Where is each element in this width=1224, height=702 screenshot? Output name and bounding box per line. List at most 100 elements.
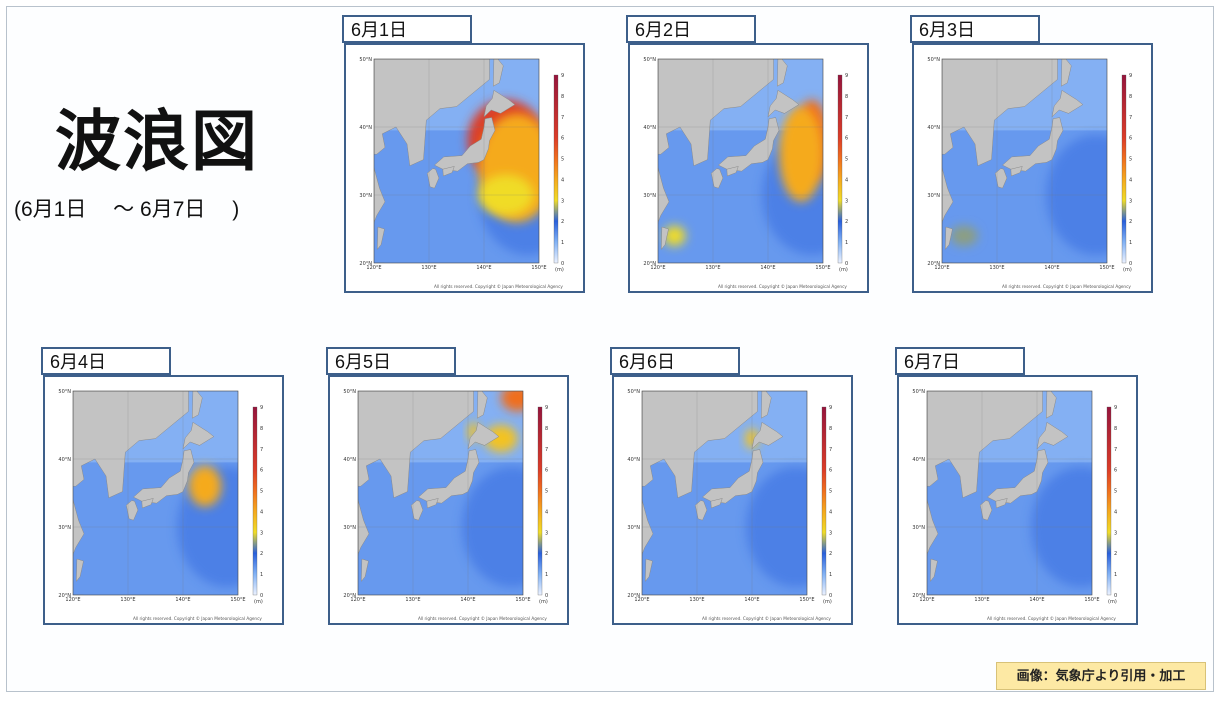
scale-tick: 7	[1114, 447, 1117, 453]
land-asia	[658, 59, 774, 167]
lat-label: 20°N	[927, 261, 940, 267]
scale-tick: 9	[845, 73, 848, 79]
map-area	[374, 59, 539, 263]
lat-label: 40°N	[627, 457, 640, 463]
lat-label: 30°N	[927, 193, 940, 199]
land-china	[942, 167, 954, 225]
scale-tick: 9	[1129, 73, 1132, 79]
color-scale	[537, 406, 543, 596]
lat-label: 40°N	[643, 125, 656, 131]
land-hokkaido	[751, 421, 784, 450]
land-hokkaido	[767, 89, 800, 118]
land-taiwan	[661, 226, 669, 251]
land-sakhalin	[477, 391, 488, 419]
land-kyushu	[711, 168, 724, 189]
lat-label: 20°N	[912, 593, 925, 599]
scale-tick: 2	[545, 551, 548, 557]
land-sakhalin	[777, 59, 788, 87]
scale-tick: 0	[260, 593, 263, 599]
scale-tick: 7	[829, 447, 832, 453]
lon-label: 130°E	[974, 597, 989, 603]
lon-label: 150°E	[531, 265, 546, 271]
scale-tick: 8	[545, 426, 548, 432]
scale-tick: 6	[1129, 136, 1132, 142]
land-china	[642, 499, 654, 557]
land-shikoku	[426, 498, 439, 509]
land-kyushu	[980, 500, 993, 521]
lon-label: 150°E	[515, 597, 530, 603]
color-scale	[837, 74, 843, 264]
lon-label: 150°E	[1084, 597, 1099, 603]
scale-tick: 9	[829, 405, 832, 411]
lat-label: 30°N	[359, 193, 372, 199]
land-asia	[73, 391, 189, 499]
scale-tick: 6	[561, 136, 564, 142]
wave-map: 50°N 40°N 30°N 20°N 120°E 130°E 140°E 150°E 9 8 7 6…	[912, 43, 1153, 293]
scale-unit: (m)	[539, 599, 548, 605]
lon-label: 140°E	[1029, 597, 1044, 603]
color-scale	[821, 406, 827, 596]
scale-tick: 8	[561, 94, 564, 100]
land-china	[358, 499, 370, 557]
land-shikoku	[1010, 166, 1023, 177]
lat-label: 40°N	[912, 457, 925, 463]
scale-unit: (m)	[823, 599, 832, 605]
lon-label: 130°E	[405, 597, 420, 603]
scale-tick: 7	[845, 115, 848, 121]
scale-tick: 8	[845, 94, 848, 100]
lon-label: 120°E	[350, 597, 365, 603]
lat-label: 20°N	[359, 261, 372, 267]
land-china	[658, 167, 670, 225]
lon-label: 130°E	[120, 597, 135, 603]
lon-label: 150°E	[815, 265, 830, 271]
lat-label: 50°N	[912, 389, 925, 395]
scale-tick: 9	[1114, 405, 1117, 411]
scale-tick: 1	[829, 572, 832, 578]
land-kyushu	[411, 500, 424, 521]
panel-date-label: 6月7日	[895, 347, 1025, 375]
land-china	[73, 499, 85, 557]
land-hokkaido	[467, 421, 500, 450]
lon-label: 130°E	[689, 597, 704, 603]
panel-date-label: 6月5日	[326, 347, 456, 375]
panel-date-label: 6月6日	[610, 347, 740, 375]
scale-tick: 4	[829, 509, 832, 515]
wave-hotspot	[501, 391, 523, 412]
wave-map: 50°N 40°N 30°N 20°N 120°E 130°E 140°E 150°E 9 8 7 6…	[628, 43, 869, 293]
land-taiwan	[361, 558, 369, 583]
scale-tick: 6	[845, 136, 848, 142]
lon-label: 140°E	[460, 597, 475, 603]
wave-hotspot	[779, 106, 823, 202]
scale-tick: 3	[545, 530, 548, 536]
land-hokkaido	[1051, 89, 1084, 118]
lat-label: 40°N	[927, 125, 940, 131]
scale-tick: 1	[545, 572, 548, 578]
lon-label: 120°E	[366, 265, 381, 271]
land-shikoku	[141, 498, 154, 509]
land-asia	[642, 391, 758, 499]
land-kyushu	[995, 168, 1008, 189]
land-taiwan	[945, 226, 953, 251]
scale-tick: 5	[1114, 489, 1117, 495]
map-area	[927, 391, 1092, 595]
scale-tick: 4	[1129, 177, 1132, 183]
lat-label: 50°N	[927, 57, 940, 63]
lat-label: 50°N	[359, 57, 372, 63]
scale-tick: 9	[561, 73, 564, 79]
scale-tick: 4	[845, 177, 848, 183]
lat-label: 40°N	[359, 125, 372, 131]
scale-tick: 6	[545, 468, 548, 474]
land-shikoku	[442, 166, 455, 177]
scale-tick: 3	[1129, 198, 1132, 204]
lat-label: 20°N	[343, 593, 356, 599]
map-border	[357, 390, 524, 596]
land-taiwan	[377, 226, 385, 251]
land-asia	[358, 391, 474, 499]
scale-unit: (m)	[839, 267, 848, 273]
wave-hotspot	[663, 225, 686, 246]
map-area	[658, 59, 823, 263]
land-taiwan	[645, 558, 653, 583]
scale-tick: 4	[1114, 509, 1117, 515]
scale-tick: 6	[829, 468, 832, 474]
land-kyushu	[427, 168, 440, 189]
